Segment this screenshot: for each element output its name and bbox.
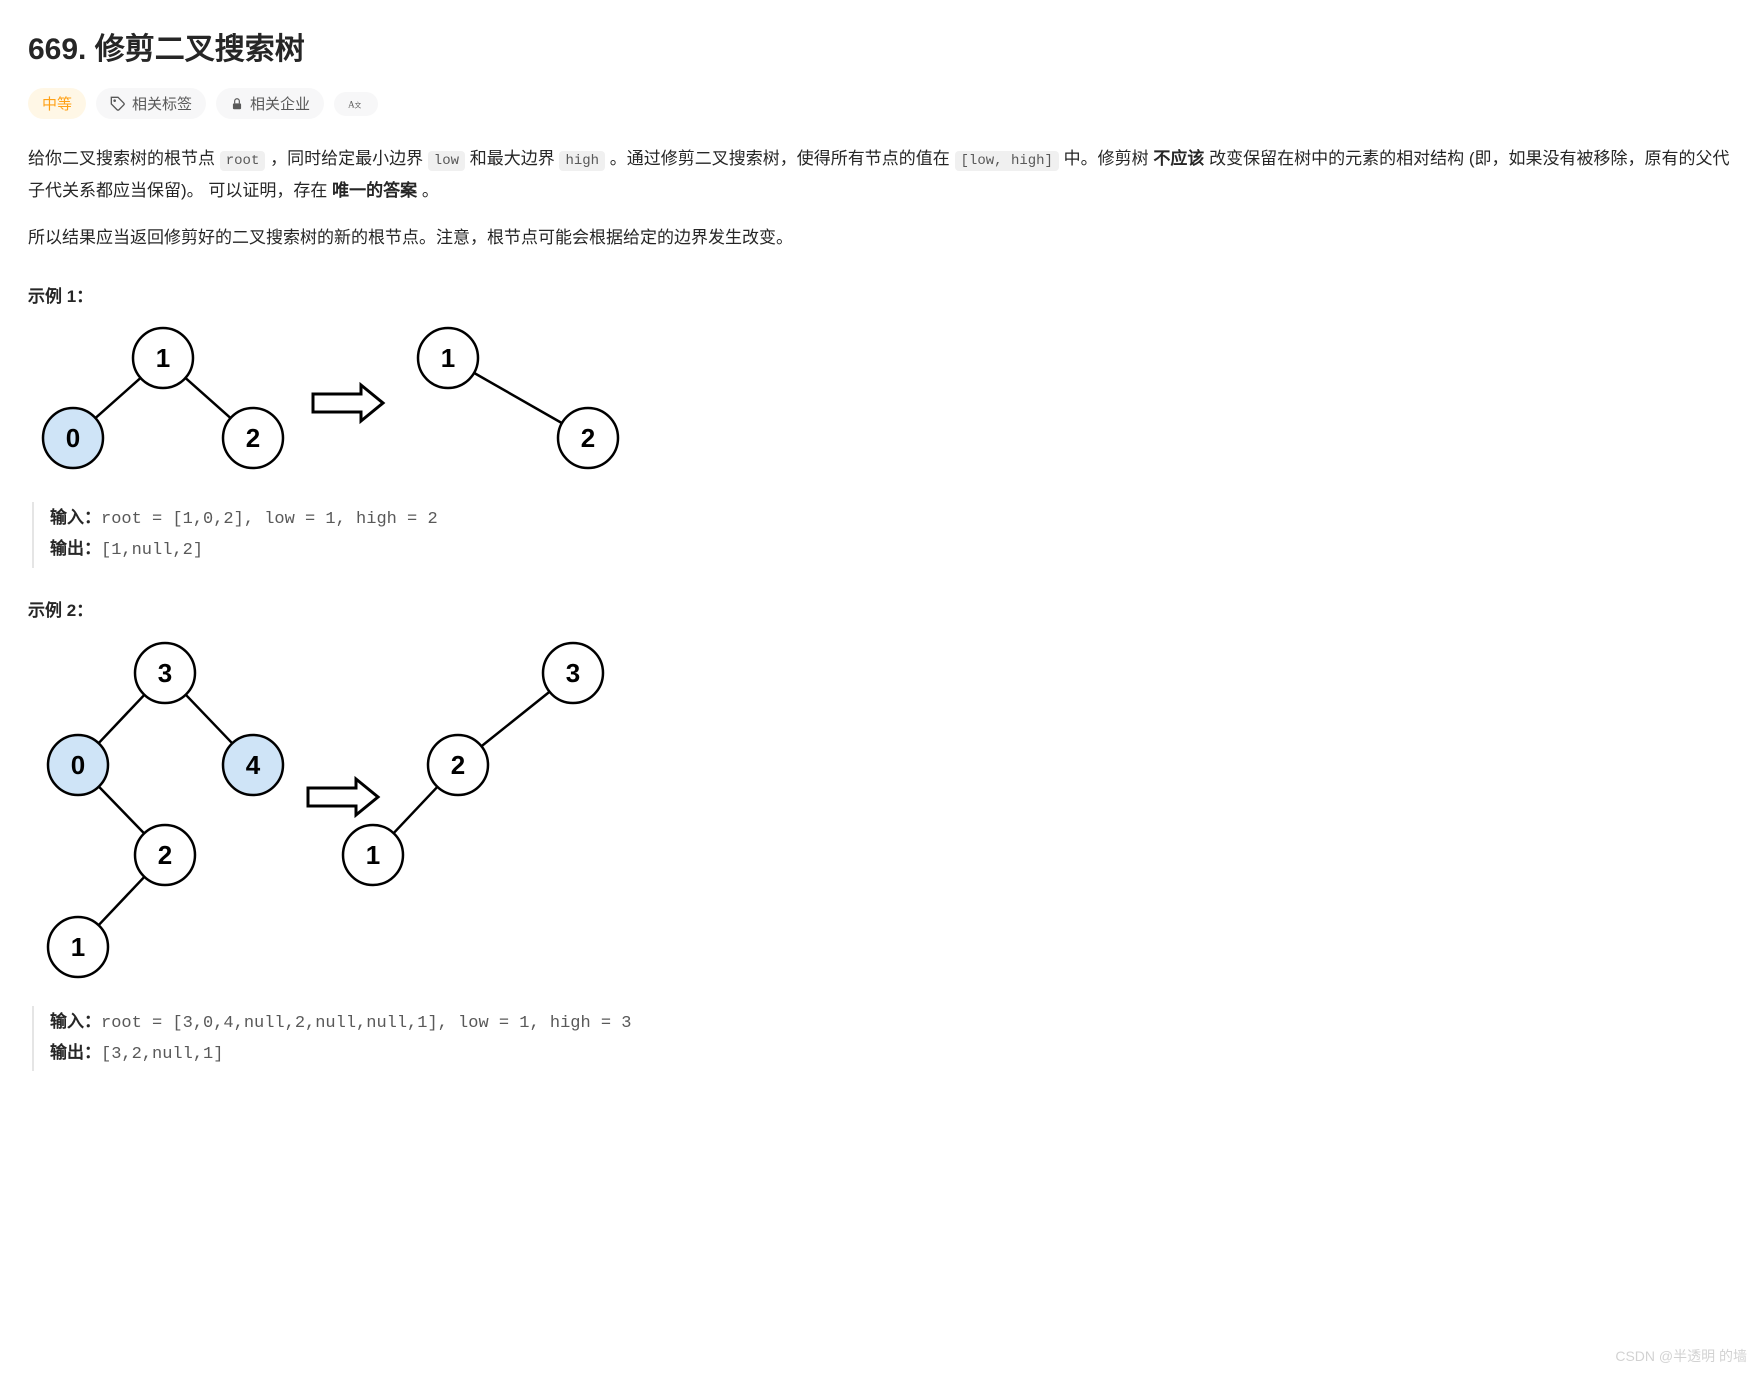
related-tags-label: 相关标签 (132, 93, 192, 114)
svg-text:1: 1 (156, 343, 170, 373)
example2-block: 输入：root = [3,0,4,null,2,null,null,1], lo… (32, 1006, 1729, 1072)
code-range: [low, high] (955, 151, 1059, 171)
related-companies-label: 相关企业 (250, 93, 310, 114)
code-low: low (428, 151, 465, 171)
font-icon: A文 (348, 97, 364, 111)
svg-text:4: 4 (246, 750, 261, 780)
svg-text:A: A (348, 100, 355, 110)
difficulty-chip[interactable]: 中等 (28, 88, 86, 119)
related-tags-chip[interactable]: 相关标签 (96, 88, 206, 119)
code-root: root (220, 151, 266, 171)
svg-text:0: 0 (66, 423, 80, 453)
svg-text:2: 2 (451, 750, 465, 780)
description-p1: 给你二叉搜索树的根节点 root ，同时给定最小边界 low 和最大边界 hig… (28, 143, 1733, 208)
tag-icon (110, 96, 126, 112)
code-high: high (559, 151, 605, 171)
svg-text:1: 1 (441, 343, 455, 373)
example2-diagram: 3 0 4 2 1 3 2 1 (28, 637, 1733, 992)
example1-diagram: 1 0 2 1 2 (28, 323, 1733, 488)
tree-svg-1: 1 0 2 1 2 (28, 323, 648, 483)
font-tool-chip[interactable]: A文 (334, 92, 378, 116)
example2-title: 示例 2： (28, 596, 1733, 621)
svg-text:3: 3 (158, 658, 172, 688)
svg-text:2: 2 (246, 423, 260, 453)
related-companies-chip[interactable]: 相关企业 (216, 88, 324, 119)
svg-text:2: 2 (158, 840, 172, 870)
svg-text:1: 1 (366, 840, 380, 870)
watermark: CSDN @半透明 的墙 (1615, 1346, 1747, 1366)
tags-row: 中等 相关标签 相关企业 A文 (28, 88, 1733, 119)
description-p2: 所以结果应当返回修剪好的二叉搜索树的新的根节点。注意，根节点可能会根据给定的边界… (28, 222, 1733, 254)
tree-svg-2: 3 0 4 2 1 3 2 1 (28, 637, 648, 987)
svg-text:3: 3 (566, 658, 580, 688)
example1-block: 输入：root = [1,0,2], low = 1, high = 2 输出：… (32, 502, 1729, 568)
page-title: 669. 修剪二叉搜索树 (28, 24, 1733, 68)
svg-text:0: 0 (71, 750, 85, 780)
svg-text:文: 文 (355, 100, 362, 109)
lock-icon (230, 97, 244, 111)
example1-title: 示例 1： (28, 282, 1733, 307)
svg-text:1: 1 (71, 932, 85, 962)
svg-text:2: 2 (581, 423, 595, 453)
